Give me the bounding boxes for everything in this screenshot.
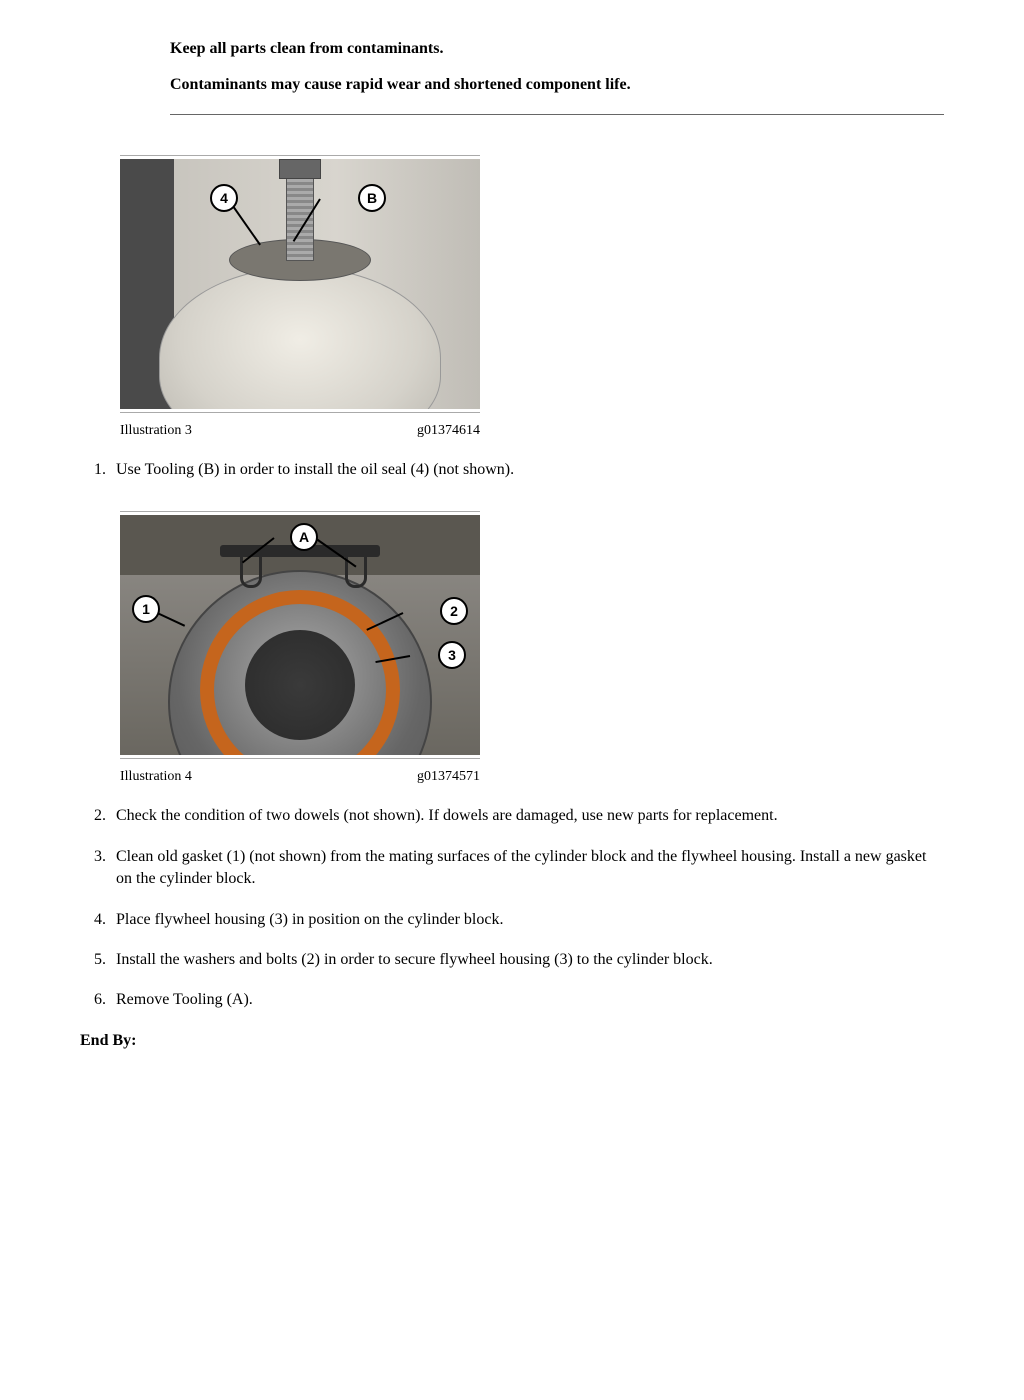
figure-rule-top bbox=[120, 155, 480, 156]
figure-3-caption: Illustration 3 g01374614 bbox=[120, 423, 480, 439]
illustration-3-image: 4 B bbox=[120, 159, 480, 409]
callout-4: 4 bbox=[210, 184, 238, 212]
flywheel-center-shape bbox=[245, 630, 355, 740]
step-1: Use Tooling (B) in order to install the … bbox=[110, 459, 944, 481]
illustration-4-image: A 1 2 3 bbox=[120, 515, 480, 755]
step-2: Check the condition of two dowels (not s… bbox=[110, 805, 944, 827]
end-by-heading: End By: bbox=[80, 1032, 944, 1050]
housing-shape bbox=[159, 267, 441, 409]
notice-divider bbox=[170, 114, 944, 115]
figure-3-label: Illustration 3 bbox=[120, 423, 192, 439]
figure-4-block: A 1 2 3 Illustration 4 g01374571 bbox=[120, 511, 480, 785]
callout-3: 3 bbox=[438, 641, 466, 669]
step-5: Install the washers and bolts (2) in ord… bbox=[110, 949, 944, 971]
figure-3-code: g01374614 bbox=[417, 423, 480, 439]
bolt-head-shape bbox=[279, 159, 321, 179]
figure-rule-top bbox=[120, 511, 480, 512]
figure-rule-bottom bbox=[120, 412, 480, 413]
step-6: Remove Tooling (A). bbox=[110, 989, 944, 1011]
notice-block: Keep all parts clean from contaminants. … bbox=[170, 40, 944, 115]
procedure-list: Use Tooling (B) in order to install the … bbox=[110, 459, 944, 481]
step-4: Place flywheel housing (3) in position o… bbox=[110, 909, 944, 931]
procedure-list-cont: Check the condition of two dowels (not s… bbox=[110, 805, 944, 1011]
figure-4-label: Illustration 4 bbox=[120, 769, 192, 785]
figure-4-caption: Illustration 4 g01374571 bbox=[120, 769, 480, 785]
step-3: Clean old gasket (1) (not shown) from th… bbox=[110, 846, 944, 891]
notice-line-1: Keep all parts clean from contaminants. bbox=[170, 40, 944, 58]
callout-1: 1 bbox=[132, 595, 160, 623]
figure-4-code: g01374571 bbox=[417, 769, 480, 785]
figure-3-block: 4 B Illustration 3 g01374614 bbox=[120, 155, 480, 439]
figure-rule-bottom bbox=[120, 758, 480, 759]
callout-b: B bbox=[358, 184, 386, 212]
notice-line-2: Contaminants may cause rapid wear and sh… bbox=[170, 76, 944, 94]
callout-2: 2 bbox=[440, 597, 468, 625]
